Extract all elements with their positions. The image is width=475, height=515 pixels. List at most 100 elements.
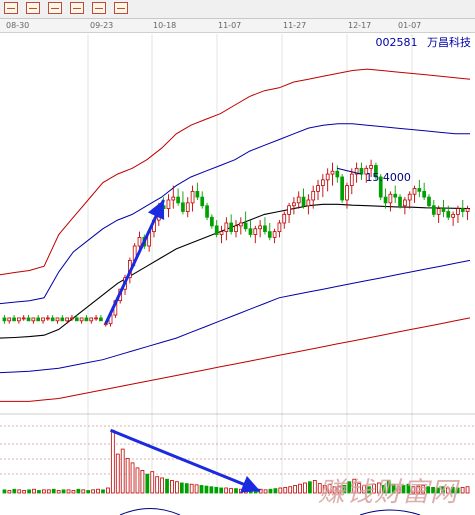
volume-bar — [283, 486, 288, 494]
volume-bar — [263, 489, 268, 494]
volume-bar — [411, 486, 416, 494]
candle-body — [190, 190, 195, 204]
volume-bar — [175, 481, 179, 494]
candle-body — [465, 208, 470, 212]
volume-bar — [303, 482, 307, 494]
toolbar — [0, 0, 475, 19]
draw-tool-icon[interactable] — [48, 2, 62, 14]
candle-body — [427, 196, 431, 207]
candles — [2, 159, 470, 327]
candle-body — [349, 173, 354, 186]
bottom-arc — [119, 508, 181, 515]
candle-body — [74, 317, 79, 322]
candle-body — [369, 165, 373, 169]
volume-bar — [17, 489, 22, 494]
date-tick-label: 11-27 — [283, 21, 307, 30]
trend-arrow-down — [109, 428, 261, 493]
volume-bar — [381, 485, 386, 494]
volume-bar — [56, 490, 61, 494]
candle-body — [263, 225, 267, 233]
stock-name: 万昌科技 — [427, 36, 471, 49]
candle-body — [17, 317, 21, 322]
candle-body — [282, 213, 287, 224]
volume-bar — [298, 483, 302, 494]
candle-body — [364, 167, 369, 175]
candle-body — [330, 170, 335, 175]
volume-bar — [436, 487, 440, 494]
volume-bar — [27, 489, 31, 494]
chart-tool-icon[interactable] — [4, 2, 18, 14]
candle-body — [45, 317, 50, 320]
date-axis: 08-30 09-23 10-18 11-07 11-27 12-17 01-07 — [0, 19, 475, 33]
candle-body — [248, 228, 253, 235]
volume-bar — [239, 488, 243, 494]
candle-body — [137, 236, 142, 247]
volume-bar — [401, 485, 406, 494]
volume-bar — [431, 486, 435, 494]
candle-body — [205, 205, 209, 218]
candle-body — [398, 196, 402, 207]
volume-bar — [396, 486, 401, 494]
date-tick-label: 08-30 — [6, 21, 30, 30]
candle-body — [451, 213, 455, 218]
candle-body — [79, 317, 84, 322]
volume-bar — [465, 486, 470, 494]
candle-body — [229, 222, 234, 233]
candle-body — [70, 317, 74, 320]
band-line — [0, 317, 471, 402]
volume-bar — [165, 478, 169, 494]
volume-bar — [155, 476, 160, 494]
candle-body — [84, 317, 89, 322]
volume-bar — [140, 470, 145, 494]
volume-bar — [96, 488, 100, 494]
candle-body — [7, 317, 12, 322]
candle-body — [417, 188, 422, 192]
zoom-tool-icon[interactable] — [114, 2, 128, 14]
volume-bar — [51, 488, 56, 494]
candle-body — [412, 188, 417, 195]
volume-bar — [224, 487, 229, 494]
volume-bar — [76, 488, 81, 494]
candle-body — [306, 199, 311, 207]
volume-bar — [184, 483, 189, 494]
date-tick-label: 01-07 — [398, 21, 422, 30]
volume-bar — [312, 480, 317, 494]
volume-bar — [150, 471, 155, 494]
text-tool-icon[interactable] — [70, 2, 84, 14]
candle-body — [277, 222, 282, 233]
bollinger-bands — [0, 68, 471, 402]
volume-bar — [160, 477, 164, 494]
volume-bar — [145, 473, 150, 494]
stock-title: 002581 万昌科技 — [370, 34, 472, 50]
candle-body — [272, 231, 277, 238]
candle-body — [345, 185, 349, 201]
volume-bar — [229, 488, 233, 494]
candle-body — [393, 193, 398, 198]
volume-bar — [317, 483, 322, 494]
volume-bar — [7, 490, 12, 494]
volume-bar — [455, 487, 460, 494]
volume-bar — [288, 486, 293, 494]
volume-bar — [376, 482, 381, 494]
volume-bar — [22, 490, 27, 494]
volume-bar — [46, 489, 51, 494]
indicator-tool-icon[interactable] — [26, 2, 40, 14]
candle-body — [181, 202, 185, 212]
candle-body — [441, 208, 446, 212]
candle-body — [12, 317, 16, 322]
band-line — [0, 259, 471, 374]
candle-body — [253, 228, 258, 235]
candle-body — [378, 176, 383, 198]
candle-body — [456, 208, 460, 215]
period-tool-icon[interactable] — [92, 2, 106, 14]
candle-body — [403, 199, 407, 207]
volume-bar — [66, 489, 71, 494]
volume-bar — [91, 489, 96, 494]
volume-bar — [416, 485, 421, 494]
candle-body — [436, 208, 441, 215]
candle-body — [407, 193, 412, 201]
candle-body — [171, 196, 176, 201]
volume-bar — [189, 483, 194, 494]
price-label: 15.4000 — [365, 171, 411, 184]
candle-body — [243, 222, 248, 230]
